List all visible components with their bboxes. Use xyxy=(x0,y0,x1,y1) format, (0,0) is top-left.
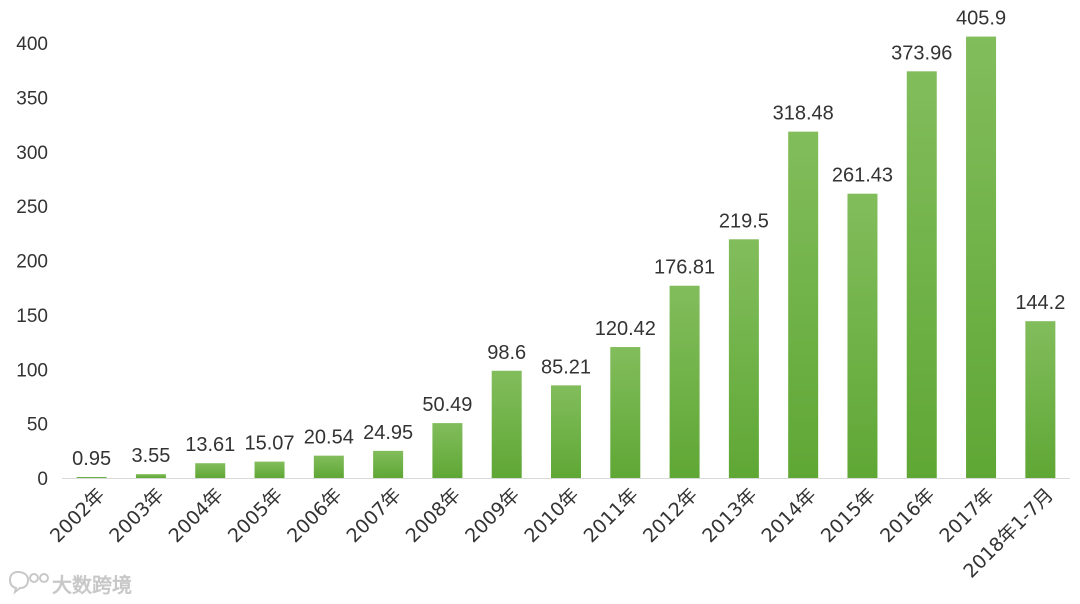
y-tick-label: 100 xyxy=(16,360,48,381)
x-tick-label: 2005年 xyxy=(224,484,287,547)
x-tick-label: 2009年 xyxy=(461,484,524,547)
bar xyxy=(313,455,344,478)
x-tick-label: 2010年 xyxy=(520,484,583,547)
data-label: 50.49 xyxy=(422,394,472,416)
bar xyxy=(551,385,581,478)
bar xyxy=(195,463,226,478)
x-tick-label: 2013年 xyxy=(698,484,761,547)
y-tick-label: 0 xyxy=(37,469,48,490)
y-tick-label: 50 xyxy=(27,415,48,436)
data-label: 176.81 xyxy=(654,257,715,279)
x-axis: 2002年2003年2004年2005年2006年2007年2008年2009年… xyxy=(46,478,1070,583)
y-tick-label: 300 xyxy=(16,143,48,164)
bar xyxy=(135,474,166,478)
x-tick-label: 2011年 xyxy=(580,484,643,547)
bar xyxy=(788,131,819,478)
x-tick-label: 2014年 xyxy=(758,484,821,547)
bar xyxy=(847,193,878,478)
data-label: 219.5 xyxy=(719,210,769,232)
data-label: 0.95 xyxy=(72,448,111,470)
data-label: 373.96 xyxy=(891,42,952,64)
x-tick-label: 2007年 xyxy=(342,484,405,547)
y-tick-label: 350 xyxy=(16,88,48,109)
bars xyxy=(76,36,1056,479)
bar xyxy=(254,461,285,478)
data-label: 261.43 xyxy=(832,165,893,187)
y-axis: 0 50 100 150 200 250 300 350 400 xyxy=(16,34,48,490)
bar xyxy=(1025,321,1056,478)
x-tick-label: 2003年 xyxy=(105,484,168,547)
x-tick-label: 2006年 xyxy=(283,484,346,547)
x-tick-label: 2015年 xyxy=(817,484,880,547)
bar xyxy=(76,476,107,478)
y-tick-label: 150 xyxy=(16,306,48,327)
x-tick-label: 2004年 xyxy=(165,484,228,547)
data-label: 15.07 xyxy=(244,433,294,455)
data-label: 144.2 xyxy=(1015,292,1065,314)
x-tick-label: 2016年 xyxy=(876,484,939,547)
y-tick-label: 400 xyxy=(16,34,48,55)
data-label: 98.6 xyxy=(487,342,526,364)
data-label: 318.48 xyxy=(773,103,834,125)
x-tick-label: 2002年 xyxy=(46,484,109,547)
bar xyxy=(491,370,522,478)
data-label: 405.9 xyxy=(956,8,1006,30)
x-tick-label: 2008年 xyxy=(402,484,465,547)
bar xyxy=(906,71,937,479)
y-tick-label: 200 xyxy=(16,252,48,273)
data-label: 20.54 xyxy=(304,427,354,449)
bar xyxy=(432,423,463,478)
x-tick-label: 2012年 xyxy=(639,484,702,547)
data-label: 13.61 xyxy=(185,434,235,456)
bar xyxy=(728,239,759,478)
watermark-text: 大数跨境 xyxy=(52,573,132,597)
y-tick-label: 250 xyxy=(16,197,48,218)
data-label: 85.21 xyxy=(541,356,591,378)
bar xyxy=(373,450,404,478)
bar xyxy=(966,36,997,479)
chat-bubble-logo-icon xyxy=(8,570,49,595)
data-label: 3.55 xyxy=(131,445,170,467)
data-label: 120.42 xyxy=(595,318,656,340)
data-labels: 0.95 3.55 13.61 15.07 20.54 24.95 50.49 98.6 85.… xyxy=(72,8,1065,470)
bar xyxy=(669,285,700,478)
bar xyxy=(610,347,641,478)
data-label: 24.95 xyxy=(363,422,413,444)
watermark: 大数跨境 xyxy=(8,570,132,597)
